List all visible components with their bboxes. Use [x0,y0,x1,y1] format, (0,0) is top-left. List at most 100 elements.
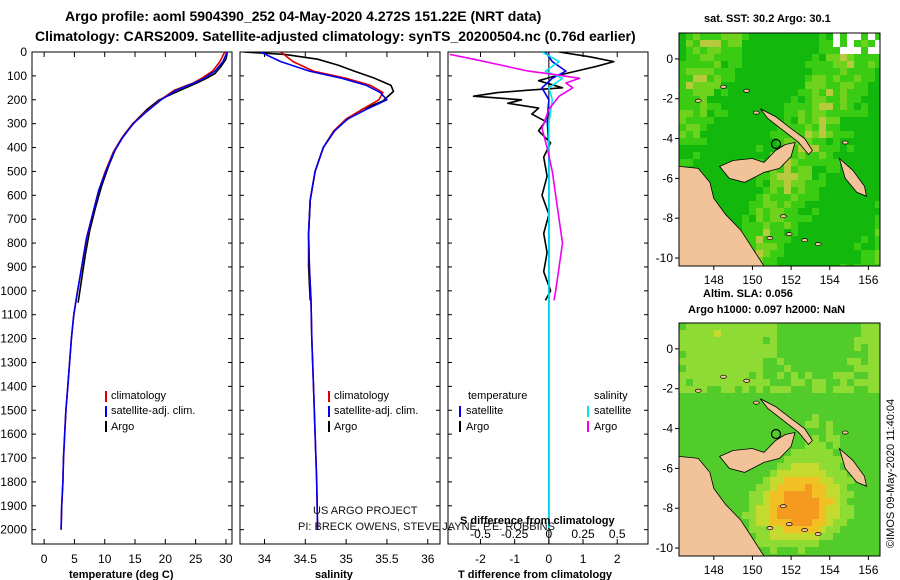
map-cell [763,512,770,519]
legend-label-climatology: climatology [111,390,167,402]
map-cell [805,358,812,365]
map-cell [679,344,686,351]
map-cell [749,470,756,477]
map-cell [819,498,826,505]
difference-x-axis: -2 -1 0 1 2 [475,552,621,566]
map-cell [791,400,798,407]
land-island [743,88,750,93]
map-cell [777,264,784,266]
map-cell [812,138,819,145]
map-cell [756,414,763,421]
map-cell [791,96,798,103]
map-cell [847,449,854,456]
x-tick-label: 35 [339,552,353,566]
map-cell [728,323,735,330]
map-cell [868,47,875,54]
map-cell [847,337,854,344]
map-cell [833,351,840,358]
map-cell [819,131,826,138]
map-cell [777,330,784,337]
map-cell [728,68,735,75]
map-cell [679,351,686,358]
map-cell [714,407,721,414]
map-cell [777,477,784,484]
salinity-plot [240,52,440,544]
map-cell [679,379,686,386]
map-cell [784,400,791,407]
map-cell [770,344,777,351]
map-cell [693,449,700,456]
map-cell [826,358,833,365]
temperature-plot [32,52,232,544]
map-lat-label: 0 [666,342,673,356]
map-cell [854,428,861,435]
map-cell [749,379,756,386]
map-cell [847,40,854,47]
map-cell [756,187,763,194]
map-cell [861,498,868,505]
map-cell [861,208,868,215]
map-cell [819,61,826,68]
map-cell [784,68,791,75]
map-cell [840,257,847,264]
map-cell [791,40,798,47]
map-cell [735,54,742,61]
map-cell [833,54,840,61]
map-cell [763,463,770,470]
map-cell [798,152,805,159]
map-cell [833,491,840,498]
map-cell [784,47,791,54]
map-cell [847,68,854,75]
map-cell [700,96,707,103]
map-cell [791,512,798,519]
map-cell [721,124,728,131]
map-cell [742,414,749,421]
sla-map-subtitle: Argo h1000: 0.097 h2000: NaN [688,304,845,316]
map-cell [700,68,707,75]
float-location-marker [770,428,782,440]
map-cell [798,498,805,505]
map-cell [833,379,840,386]
land-island [841,430,849,435]
map-cell [861,180,868,187]
map-cell [805,407,812,414]
map-cell [798,442,805,449]
map-cell [770,229,777,236]
map-cell [693,372,700,379]
map-cell [714,145,721,152]
s-diff-tick-label: -0.5 [470,527,491,541]
map-cell [707,344,714,351]
map-cell [784,54,791,61]
map-cell [798,449,805,456]
map-cell [840,519,847,526]
map-cell [875,250,880,257]
map-cell [784,89,791,96]
map-cell [742,393,749,400]
map-cell [805,379,812,386]
map-cell [833,435,840,442]
map-cell [735,484,742,491]
map-cell [784,323,791,330]
map-cell [833,498,840,505]
map-cell [875,463,880,470]
land-island [766,236,774,241]
map-cell [833,463,840,470]
map-cell [721,449,728,456]
map-cell [798,131,805,138]
depth-tick-label: 2000 [0,523,27,537]
map-cell [812,33,819,40]
map-cell [812,236,819,243]
map-cell [833,526,840,533]
map-cell [819,456,826,463]
sst-map-title: sat. SST: 30.2 Argo: 30.1 [704,13,831,25]
map-cell [861,145,868,152]
map-cell [770,540,777,547]
map-cell [819,365,826,372]
map-cell [679,337,686,344]
map-cell [714,159,721,166]
map-cell [749,229,756,236]
map-cell [847,365,854,372]
map-cell [868,379,875,386]
map-cell [847,414,854,421]
map-cell [777,337,784,344]
